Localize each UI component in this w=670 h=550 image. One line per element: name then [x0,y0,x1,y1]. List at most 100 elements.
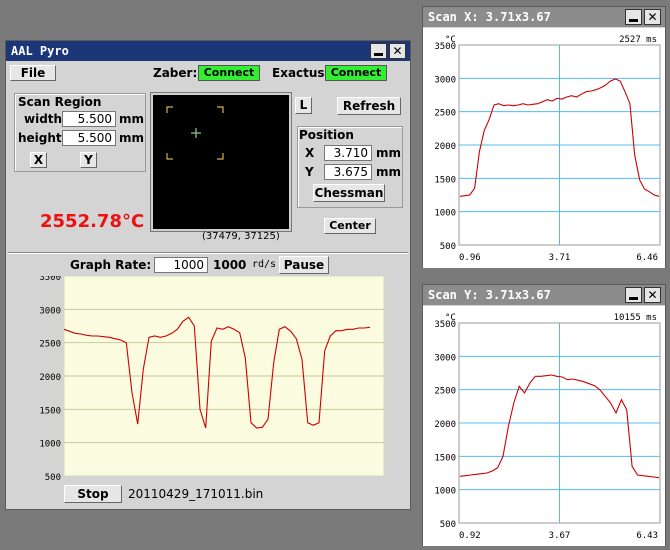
y-tick-label: 3000 [434,75,456,85]
y-tick-label: 500 [45,473,61,481]
region-corner-tr [217,106,224,113]
center-button[interactable]: Center [324,218,376,234]
main-window-titlebar[interactable]: AAL Pyro [6,41,410,61]
scan-y-button[interactable]: Y [80,152,97,168]
graph-rate-unit: rd/s [252,259,277,270]
height-input[interactable]: 5.500 [62,130,116,146]
minimize-icon [374,53,383,56]
scan-y-label: Y [84,153,93,167]
region-corner-tl [166,106,173,113]
rate-graph: 3500 3000 2500 2000 1500 1000 500 [39,276,385,481]
scan-x-window: Scan X: 3.71x3.67 ✕ °C 2527 ms 3500 3000 250… [422,6,666,268]
position-title: Position [299,128,354,142]
close-icon: ✕ [392,44,403,58]
scan-x-minimize-button[interactable] [625,9,642,25]
series-line-Y-scan [459,374,660,479]
position-panel [297,126,403,208]
file-menu[interactable]: File [10,65,56,81]
y-tick-label: 2500 [39,340,61,350]
stage-preview[interactable] [151,93,291,231]
section-divider [8,252,408,254]
filename-label: 20110429_171011.bin [128,487,264,501]
position-y-unit: mm [376,165,402,179]
close-icon: ✕ [647,288,658,302]
scan-x-title: Scan X: 3.71x3.67 [428,10,551,24]
scan-region-panel [14,93,146,172]
scan-y-minimize-button[interactable] [625,287,642,303]
y-tick-label: 1000 [434,209,456,219]
time-label: 2527 ms [619,35,657,45]
scan-y-graph: °C 10155 ms 3500 3000 2500 2000 1500 1000 5000.9… [423,306,665,546]
l-button-label: L [299,98,308,112]
graph-rate-label: Graph Rate: [70,258,152,272]
y-tick-label: 2000 [434,420,456,430]
chessman-button[interactable]: Chessman [313,184,385,202]
file-menu-label: File [20,66,46,80]
main-window-title: AAL Pyro [11,44,69,58]
scan-region-title: Scan Region [18,95,102,109]
position-x-unit: mm [376,146,402,160]
y-tick-label: 3500 [39,276,61,283]
minimize-icon [629,19,638,22]
scan-y-title: Scan Y: 3.71x3.67 [428,288,551,302]
position-x-input[interactable]: 3.710 [324,145,372,161]
position-x-label: X [305,146,315,160]
x-tick-label: 0.96 [459,253,481,263]
x-tick-label: 3.67 [549,531,571,541]
crosshair-icon [191,128,201,138]
x-tick-label: 6.43 [636,531,658,541]
scan-y-window: Scan Y: 3.71x3.67 ✕ °C 10155 ms 3500 3000 25… [422,284,666,546]
close-button[interactable]: ✕ [389,43,406,59]
y-tick-label: 2500 [434,387,456,397]
y-tick-label: 1500 [39,406,61,416]
region-corner-br [217,153,224,160]
minimize-button[interactable] [370,43,387,59]
y-tick-label: 1000 [39,440,61,450]
pause-button-label: Pause [283,258,325,272]
y-tick-label: 3500 [434,320,456,330]
temperature-readout: 2552.78°C [40,211,145,232]
y-tick-label: 2000 [434,142,456,152]
series-line-X-scan [459,78,660,197]
position-y-input[interactable]: 3.675 [324,164,372,180]
graph-rate-readout: 1000 [213,258,247,272]
width-input[interactable]: 5.500 [62,111,116,127]
unit-label: °C [445,35,456,45]
scan-x-titlebar[interactable]: Scan X: 3.71x3.67 [423,7,665,27]
graph-rate-input[interactable]: 1000 [154,257,208,273]
center-button-label: Center [329,219,371,232]
pause-button[interactable]: Pause [279,256,329,274]
zaber-connect-label: Connect [203,66,255,79]
l-button[interactable]: L [295,97,312,114]
y-tick-label: 2000 [39,373,61,383]
height-unit: mm [119,131,145,145]
main-window: AAL Pyro ✕ File Zaber: Connect Exactus: … [5,40,411,510]
scan-y-close-button[interactable]: ✕ [644,287,661,303]
y-tick-label: 3000 [39,306,61,316]
preview-canvas [166,106,224,160]
y-tick-label: 500 [440,242,456,252]
scan-x-button[interactable]: X [30,152,47,168]
stop-button[interactable]: Stop [64,485,122,503]
width-label: width [24,112,63,126]
scan-y-titlebar[interactable]: Scan Y: 3.71x3.67 [423,285,665,305]
exactus-connect-button[interactable]: Connect [325,65,387,81]
zaber-connect-button[interactable]: Connect [198,65,260,81]
scan-x-label: X [33,153,44,167]
y-tick-label: 500 [440,520,456,530]
chessman-button-label: Chessman [314,186,384,200]
region-corner-bl [166,153,173,160]
stop-button-label: Stop [77,487,109,501]
zaber-label: Zaber: [153,66,198,80]
y-tick-label: 1500 [434,175,456,185]
x-tick-label: 0.92 [459,531,481,541]
refresh-button[interactable]: Refresh [337,97,401,115]
series-line-temperature [63,316,371,429]
minimize-icon [629,297,638,300]
exactus-connect-label: Connect [330,66,382,79]
refresh-button-label: Refresh [342,99,396,113]
height-label: height [18,131,62,145]
scan-x-close-button[interactable]: ✕ [644,9,661,25]
position-y-label: Y [305,165,314,179]
close-icon: ✕ [647,10,658,24]
